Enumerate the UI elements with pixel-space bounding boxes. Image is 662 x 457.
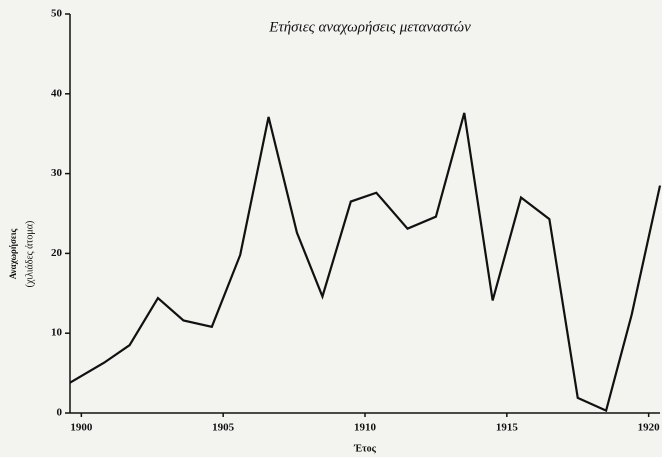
y-tick-label: 0 [57,407,63,419]
x-tick-label: 1910 [354,422,377,434]
x-tick-label: 1920 [638,422,661,434]
x-tick-label: 1915 [496,422,519,434]
y-tick-label: 40 [51,87,63,99]
y-axis-label: (χιλιάδες άτομα) [24,221,35,288]
chart-title: Ετήσιες αναχωρήσεις μεταναστών [268,19,471,35]
y-axis-label: Αναχωρήσεις [8,228,18,279]
y-tick-label: 30 [51,167,63,179]
x-axis-label: Έτος [353,443,377,454]
data-line [69,112,662,413]
y-tick-label: 20 [51,247,63,259]
x-tick-label: 1900 [70,422,93,434]
x-tick-label: 1905 [212,422,235,434]
y-tick-label: 50 [51,8,63,20]
y-tick-label: 10 [51,327,63,339]
